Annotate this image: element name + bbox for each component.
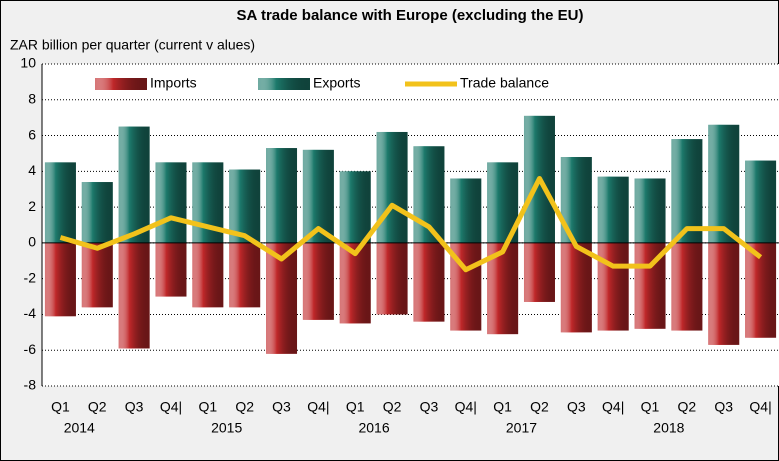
bar <box>339 171 371 243</box>
x-year-label: 2014 <box>64 420 95 436</box>
bar <box>376 242 408 315</box>
bar <box>597 176 629 243</box>
trade-balance-line <box>59 175 763 273</box>
x-tick-label: Q4| <box>307 399 329 415</box>
x-tick-label: Q3 <box>420 399 439 415</box>
bar <box>708 124 740 243</box>
x-tick-label: Q4| <box>160 399 182 415</box>
y-tick-label: 4 <box>28 162 36 178</box>
bar <box>81 242 113 308</box>
bar <box>671 242 703 331</box>
y-tick-label: 6 <box>28 126 36 142</box>
bar <box>118 126 150 243</box>
bar <box>413 242 445 322</box>
bar <box>44 242 76 317</box>
bar <box>560 242 592 333</box>
bar <box>44 162 76 243</box>
bar <box>597 242 629 331</box>
y-tick-label: 0 <box>28 234 36 250</box>
x-tick-label: Q3 <box>714 399 733 415</box>
x-tick-label: Q3 <box>272 399 291 415</box>
y-tick-label: 8 <box>28 90 36 106</box>
x-tick-label: Q1 <box>51 399 70 415</box>
bar <box>192 242 224 308</box>
bar <box>81 182 113 243</box>
x-tick-label: Q2 <box>88 399 107 415</box>
bar <box>745 160 777 243</box>
bar <box>229 242 261 308</box>
x-tick-label: Q2 <box>383 399 402 415</box>
bar <box>155 162 187 243</box>
legend-label: Exports <box>313 75 360 91</box>
x-year-label: 2016 <box>358 420 389 436</box>
x-tick-label: Q1 <box>641 399 660 415</box>
chart-title: SA trade balance with Europe (excluding … <box>237 7 584 24</box>
x-tick-label: Q2 <box>235 399 254 415</box>
y-tick-label: -8 <box>24 377 37 393</box>
bar <box>302 242 334 320</box>
x-tick-label: Q2 <box>678 399 697 415</box>
x-year-label: 2015 <box>211 420 242 436</box>
legend-label: Trade balance <box>460 75 549 91</box>
bar <box>523 242 555 302</box>
x-year-label: 2017 <box>506 420 537 436</box>
bar <box>450 178 482 243</box>
x-tick-label: Q4| <box>455 399 477 415</box>
x-year-label: 2018 <box>653 420 684 436</box>
x-tick-label: Q1 <box>493 399 512 415</box>
x-tick-label: Q3 <box>125 399 144 415</box>
bar <box>155 242 187 297</box>
y-tick-label: 2 <box>28 198 36 214</box>
y-axis-label: ZAR billion per quarter (current v alues… <box>10 37 255 53</box>
bar <box>708 242 740 345</box>
x-tick-label: Q1 <box>346 399 365 415</box>
y-tick-label: -6 <box>24 341 37 357</box>
x-tick-label: Q4| <box>602 399 624 415</box>
legend-swatch-shade <box>258 78 310 90</box>
x-tick-label: Q4| <box>749 399 771 415</box>
legend-swatch-shade <box>95 78 147 90</box>
x-tick-label: Q3 <box>567 399 586 415</box>
bar <box>634 178 666 243</box>
legend-label: Imports <box>150 75 197 91</box>
x-tick-label: Q1 <box>198 399 217 415</box>
y-tick-label: -2 <box>24 269 37 285</box>
bar <box>376 131 408 243</box>
x-tick-label: Q2 <box>530 399 549 415</box>
y-tick-label: 10 <box>20 55 36 71</box>
y-tick-label: -4 <box>24 305 37 321</box>
bar <box>118 242 150 349</box>
bar <box>266 148 298 243</box>
